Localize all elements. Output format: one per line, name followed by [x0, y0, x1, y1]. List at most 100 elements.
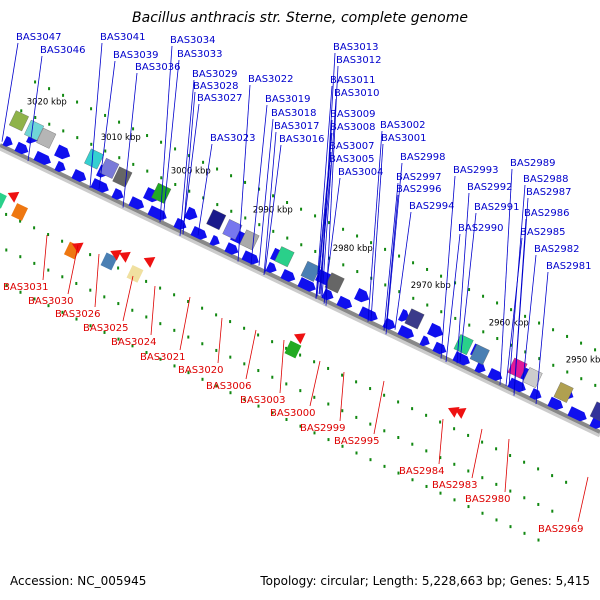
guide-dot [439, 456, 442, 460]
guide-dot [131, 308, 134, 312]
forward-gene-label: BAS3002 [380, 120, 426, 131]
guide-dot [299, 389, 302, 393]
forward-gene-label: BAS3046 [40, 45, 86, 56]
guide-dot [580, 341, 583, 345]
reverse-gene-label: BAS3000 [270, 408, 316, 419]
guide-dot [187, 335, 190, 339]
forward-gene-label: BAS2990 [458, 223, 504, 234]
guide-dot [117, 302, 120, 306]
forward-gene-arrow [432, 341, 447, 355]
guide-dot [173, 364, 176, 368]
guide-dot [90, 142, 93, 146]
reverse-leader-line [373, 380, 385, 435]
reverse-leader-line [67, 244, 79, 295]
guide-dot [481, 511, 484, 515]
guide-dot [453, 462, 456, 466]
guide-dot [510, 308, 513, 312]
guide-dot [327, 438, 330, 442]
forward-gene-label: BAS3016 [279, 134, 325, 145]
forward-gene-arrow [398, 309, 410, 322]
guide-dot [398, 290, 401, 294]
scale-tick-label: 3010 kbp [101, 133, 141, 143]
forward-leader-line [264, 144, 282, 273]
guide-dot [411, 442, 414, 446]
forward-leader-line [1, 42, 19, 142]
guide-dot [355, 415, 358, 419]
reverse-leader-line [504, 438, 510, 493]
guide-dot [314, 214, 317, 218]
guide-dot [509, 489, 512, 493]
guide-dot [20, 109, 23, 113]
guide-dot [412, 261, 415, 265]
guide-dot [243, 397, 246, 401]
forward-gene-arrow [128, 196, 145, 210]
guide-dot [202, 196, 205, 200]
guide-dot [89, 324, 92, 328]
forward-gene-label: BAS3034 [170, 35, 216, 46]
guide-dot [383, 393, 386, 397]
guide-dot [104, 149, 107, 153]
forward-leader-line [521, 254, 537, 391]
forward-gene-arrow [419, 335, 430, 347]
forward-gene-arrow [2, 136, 13, 147]
reverse-leader-line [94, 253, 100, 308]
guide-dot [159, 286, 162, 290]
forward-leader-line [197, 143, 213, 236]
guide-dot [454, 281, 457, 285]
guide-dot [509, 454, 512, 458]
guide-dot [61, 239, 64, 243]
guide-dot [34, 116, 37, 120]
reverse-gene-arrow [293, 333, 306, 345]
guide-dot [272, 194, 275, 198]
forward-gene-arrow [54, 160, 66, 173]
gene-feature-block [24, 119, 45, 141]
guide-dot [313, 395, 316, 399]
reverse-leader-line [42, 234, 48, 281]
reverse-gene-label: BAS3020 [178, 365, 224, 376]
guide-dot [356, 270, 359, 274]
reverse-gene-label: BAS2969 [538, 524, 584, 535]
forward-leader-line [367, 130, 383, 322]
guide-dot [397, 400, 400, 404]
forward-gene-arrow [33, 150, 51, 166]
guide-dot [286, 236, 289, 240]
guide-dot [62, 93, 65, 97]
forward-leader-line [325, 65, 339, 306]
forward-leader-line [122, 72, 138, 208]
reverse-leader-line [577, 476, 589, 523]
guide-dot [47, 268, 50, 272]
guide-dot [538, 321, 541, 325]
guide-dot [495, 482, 498, 486]
forward-gene-label: BAS2993 [453, 165, 499, 176]
guide-dot [243, 326, 246, 330]
guide-dot [229, 391, 232, 395]
reverse-leader-line [122, 275, 134, 322]
reverse-gene-label: BAS3030 [28, 296, 74, 307]
guide-dot [90, 107, 93, 111]
guide-dot [215, 384, 218, 388]
guide-dot [117, 266, 120, 270]
guide-dot [468, 288, 471, 292]
reverse-leader-line [279, 339, 285, 394]
reverse-gene-block [11, 203, 28, 221]
reverse-leader-line [245, 329, 257, 380]
forward-leader-line [182, 91, 196, 235]
scale-tick-label: 2970 kbp [411, 281, 451, 291]
guide-dot [453, 427, 456, 431]
forward-gene-label: BAS3001 [381, 133, 427, 144]
guide-dot [313, 360, 316, 364]
guide-dot [118, 156, 121, 160]
guide-dot [355, 380, 358, 384]
forward-leader-line [98, 60, 116, 190]
forward-gene-label: BAS3013 [333, 42, 379, 53]
forward-leader-line [445, 233, 461, 363]
forward-gene-label: BAS2985 [520, 227, 566, 238]
forward-leader-line [385, 194, 399, 329]
guide-dot [103, 330, 106, 334]
guide-dot [75, 317, 78, 321]
forward-leader-line [27, 55, 43, 162]
guide-dot [523, 460, 526, 464]
guide-dot [467, 469, 470, 473]
forward-gene-arrow [297, 277, 316, 292]
